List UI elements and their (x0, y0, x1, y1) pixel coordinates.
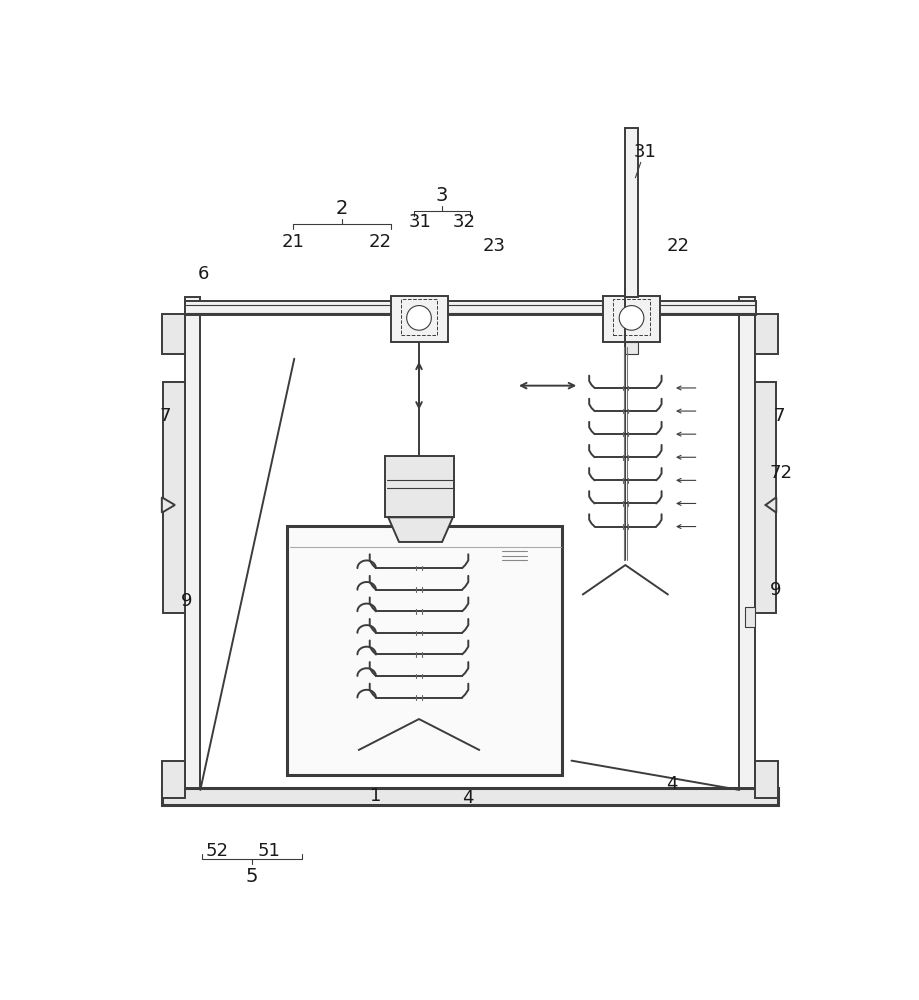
Bar (603, 296, 660, 342)
Text: 6: 6 (198, 265, 210, 283)
Text: 2: 2 (335, 199, 347, 218)
Bar (185, 301, 756, 315)
Text: 21: 21 (281, 233, 304, 251)
Text: 72: 72 (769, 464, 792, 482)
Bar (162, 788, 777, 805)
Text: 52: 52 (206, 842, 229, 860)
Text: 7: 7 (774, 407, 785, 425)
Bar (164, 382, 185, 613)
Text: 7: 7 (159, 407, 171, 425)
Bar (162, 761, 185, 798)
Bar (401, 299, 437, 335)
Bar (754, 761, 777, 798)
Bar (412, 542, 429, 559)
Bar (385, 456, 454, 517)
Bar (739, 297, 754, 788)
Bar (613, 299, 650, 335)
Text: 1: 1 (370, 787, 381, 805)
Bar (745, 607, 754, 627)
Text: 5: 5 (245, 867, 258, 886)
Bar (754, 314, 777, 354)
Text: 22: 22 (369, 233, 392, 251)
Bar (625, 342, 638, 354)
Text: 4: 4 (666, 775, 677, 793)
Text: 22: 22 (666, 237, 689, 255)
Bar (162, 314, 185, 354)
Circle shape (407, 306, 431, 330)
Text: 32: 32 (453, 213, 476, 231)
Bar (754, 382, 777, 613)
Text: 31: 31 (408, 213, 431, 231)
Text: 9: 9 (770, 581, 781, 599)
Circle shape (619, 306, 644, 330)
Polygon shape (766, 497, 777, 513)
Text: 23: 23 (483, 237, 506, 255)
Bar (625, 128, 638, 297)
Polygon shape (162, 497, 175, 513)
Text: 51: 51 (257, 842, 280, 860)
Polygon shape (388, 517, 453, 542)
Bar (185, 297, 200, 788)
Text: 31: 31 (634, 143, 657, 161)
Text: 3: 3 (436, 186, 448, 205)
Text: 9: 9 (181, 592, 192, 610)
Bar (287, 526, 562, 775)
Bar (391, 296, 448, 342)
Text: 4: 4 (462, 789, 474, 807)
